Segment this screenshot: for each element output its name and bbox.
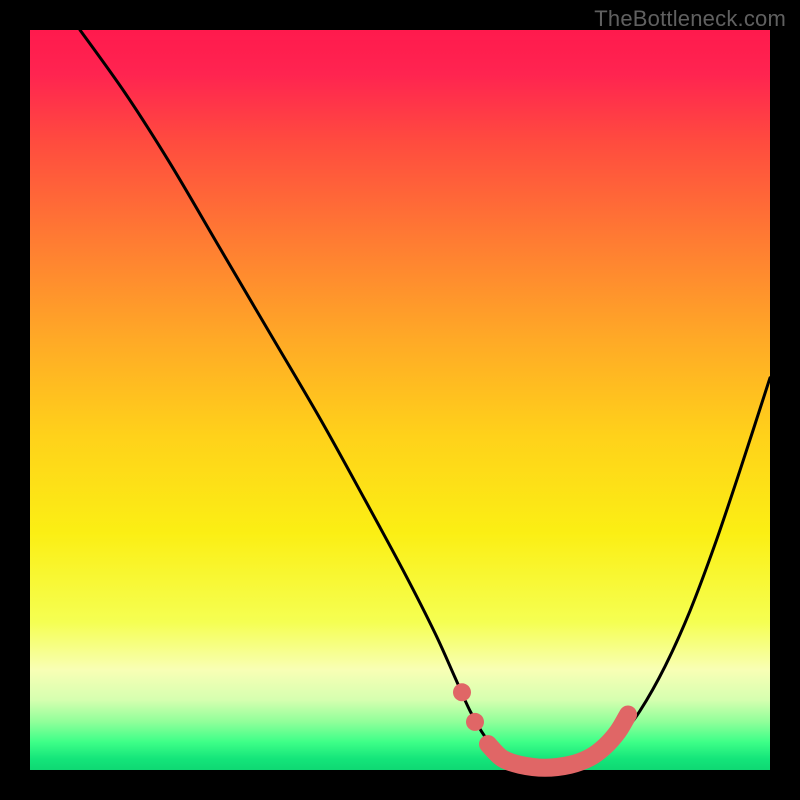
bottleneck-chart-svg (0, 0, 800, 800)
chart-container: TheBottleneck.com (0, 0, 800, 800)
plot-background-gradient (30, 30, 770, 770)
marker-dot (453, 683, 471, 701)
marker-dot (466, 713, 484, 731)
watermark-text: TheBottleneck.com (594, 6, 786, 32)
